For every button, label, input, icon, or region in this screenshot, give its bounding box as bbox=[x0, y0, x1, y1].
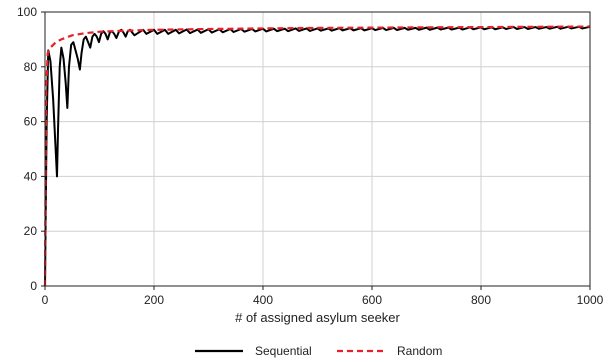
y-tick-label: 60 bbox=[24, 115, 38, 129]
series-line-random bbox=[43, 25, 591, 287]
y-tick-label: 20 bbox=[24, 224, 38, 238]
x-axis-title: # of assigned asylum seeker bbox=[235, 310, 400, 325]
grid bbox=[44, 11, 591, 287]
plot-frame bbox=[44, 11, 591, 287]
series-line-sequential bbox=[44, 25, 591, 287]
legend-label-random: Random bbox=[397, 344, 442, 358]
x-tick-label: 400 bbox=[253, 293, 273, 307]
x-tick-label: 200 bbox=[144, 293, 164, 307]
y-tick-label: 100 bbox=[17, 5, 37, 19]
x-tick-label: 600 bbox=[362, 293, 382, 307]
ticks: 0 200 400 600 800 1000 0 20 40 60 80 100 bbox=[17, 5, 604, 307]
x-tick-label: 0 bbox=[42, 293, 49, 307]
y-tick-label: 0 bbox=[30, 279, 37, 293]
y-tick-label: 80 bbox=[24, 60, 38, 74]
series-layer bbox=[43, 25, 591, 287]
legend: Sequential Random bbox=[195, 344, 442, 358]
x-tick-label: 1000 bbox=[577, 293, 604, 307]
y-tick-label: 40 bbox=[24, 169, 38, 183]
x-tick-label: 800 bbox=[471, 293, 491, 307]
legend-label-sequential: Sequential bbox=[255, 344, 312, 358]
